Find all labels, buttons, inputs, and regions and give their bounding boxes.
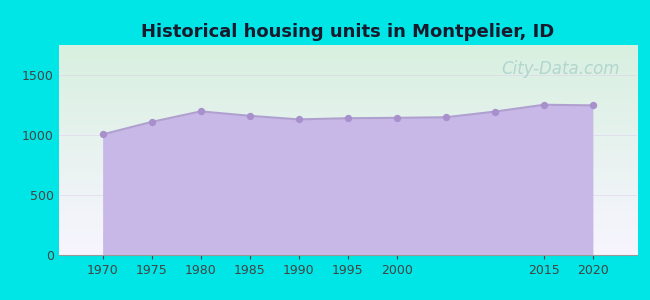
Point [343,116,353,121]
Point [588,103,598,108]
Point [441,115,451,120]
Point [146,119,157,124]
Point [196,109,206,114]
Point [294,117,304,122]
Point [539,102,549,107]
Text: City-Data.com: City-Data.com [501,60,619,78]
Point [98,132,108,137]
Point [244,113,255,118]
Title: Historical housing units in Montpelier, ID: Historical housing units in Montpelier, … [141,23,554,41]
Point [489,109,500,114]
Point [391,116,402,120]
